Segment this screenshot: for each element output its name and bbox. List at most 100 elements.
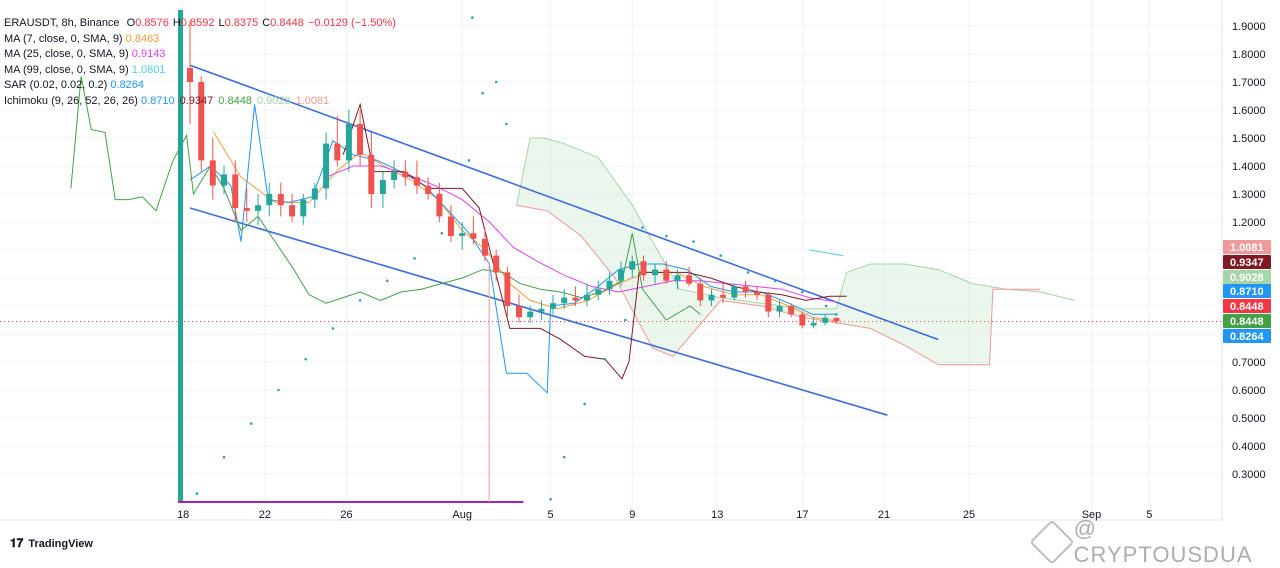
candle-body <box>277 194 284 206</box>
sar-dot <box>440 231 444 235</box>
candle-body <box>776 306 783 312</box>
time-axis[interactable]: 18 22 26 Aug 5 9 13 17 21 25 Sep 5 <box>177 509 1152 521</box>
price-tick-label: 1.3000 <box>1232 189 1266 201</box>
channel-lower-line <box>189 207 888 416</box>
candle-body <box>527 311 534 318</box>
price-label-box <box>1223 314 1271 328</box>
sar-dot <box>773 279 777 283</box>
candle-body <box>810 322 817 326</box>
candlesticks <box>187 20 840 329</box>
watermark: @ CRYPTOUSDUA <box>1029 516 1280 568</box>
indicator-line-2 <box>189 104 837 394</box>
candle-body <box>686 275 693 284</box>
candle-body <box>459 233 466 236</box>
tradingview-logo[interactable]: 𝟏𝟕 TradingView <box>10 536 93 551</box>
indicator-line-4 <box>70 76 701 321</box>
candle-body <box>652 269 659 276</box>
candle-body <box>209 160 216 186</box>
candle-body <box>515 306 522 318</box>
price-label-text: 0.8710 <box>1230 286 1264 298</box>
volume-bars <box>178 10 524 503</box>
indicator-lines <box>70 76 847 394</box>
candle-body <box>232 174 239 208</box>
candle-body <box>595 289 602 295</box>
candle-body <box>697 283 704 301</box>
price-tick-label: 1.8000 <box>1232 49 1266 61</box>
candle-body <box>323 143 330 189</box>
price-tick-label: 0.6000 <box>1232 385 1266 397</box>
candle-body <box>436 194 443 217</box>
sar-dot <box>641 226 644 229</box>
price-tick-label: 0.5000 <box>1232 413 1266 425</box>
price-tick-label: 0.7000 <box>1232 357 1266 369</box>
sar-dot <box>413 257 416 260</box>
sar-dot <box>467 159 471 162</box>
candle-body <box>572 297 579 301</box>
indicator-line-1 <box>325 165 837 303</box>
price-tick-label: 1.9000 <box>1232 21 1266 33</box>
sar-dot <box>824 304 828 308</box>
candle-body <box>447 216 454 236</box>
sar-dot <box>583 402 586 406</box>
candle-body <box>833 317 840 322</box>
sar-dot <box>562 455 566 459</box>
candle-body <box>345 124 352 161</box>
sar-dot <box>358 299 362 302</box>
candle-body <box>629 261 636 270</box>
time-tick-label: 18 <box>177 509 189 521</box>
time-tick-label: Aug <box>452 509 472 521</box>
candle-body <box>289 205 296 217</box>
candle-body <box>788 306 795 315</box>
price-label-box <box>1223 255 1271 269</box>
candle-body <box>618 269 625 281</box>
time-tick-label: 5 <box>548 509 554 521</box>
sar-dot <box>481 91 484 95</box>
time-tick-label: 13 <box>711 509 723 521</box>
sar-dot <box>471 16 474 19</box>
candle-body <box>561 297 568 304</box>
indicator-line-0 <box>213 132 837 322</box>
sar-dot <box>494 80 498 84</box>
price-label-text: 0.9028 <box>1230 272 1264 284</box>
sar-dot <box>603 357 607 361</box>
price-tick-label: 1.5000 <box>1232 133 1266 145</box>
price-label-box <box>1223 329 1271 343</box>
spike-bar <box>178 10 183 502</box>
candle-body <box>606 280 613 290</box>
time-tick-label: 25 <box>963 509 975 521</box>
sar-dot <box>386 279 389 283</box>
price-label-text: 1.0081 <box>1230 242 1264 254</box>
price-tick-label: 1.2000 <box>1232 217 1266 229</box>
time-tick-label: 21 <box>878 509 890 521</box>
candle-body <box>708 294 715 301</box>
price-tick-label: 1.6000 <box>1232 105 1266 117</box>
candle-body <box>221 174 228 186</box>
sar-dot <box>664 234 668 238</box>
tradingview-logo-text: TradingView <box>28 537 93 550</box>
sar-dot <box>195 492 199 495</box>
sar-dot <box>835 313 838 316</box>
candle-body <box>413 177 420 186</box>
price-labels: 1.0081 0.9347 0.9028 0.8710 0.8448 0.8448 0.82… <box>1223 240 1271 343</box>
candle-body <box>754 292 761 295</box>
price-label-box <box>1223 284 1271 298</box>
sar-dot <box>249 422 253 425</box>
sar-dot <box>801 290 804 294</box>
price-tick-label: 1.4000 <box>1232 161 1266 173</box>
sar-dot <box>505 122 508 126</box>
candle-body <box>300 199 307 217</box>
candle-body <box>402 171 409 178</box>
candle-body <box>481 238 488 256</box>
time-tick-label: 5 <box>1146 509 1152 521</box>
candle-body <box>538 308 545 312</box>
price-label-text: 0.8448 <box>1230 316 1264 328</box>
sar-dot <box>692 240 695 243</box>
candle-body <box>731 286 738 298</box>
candle-body <box>663 269 670 281</box>
candle-body <box>425 185 432 194</box>
watermark-text: @ CRYPTOUSDUA <box>1073 516 1253 567</box>
candle-body <box>742 286 749 292</box>
indicator-line-3 <box>342 102 847 380</box>
sar-dot <box>304 357 307 361</box>
